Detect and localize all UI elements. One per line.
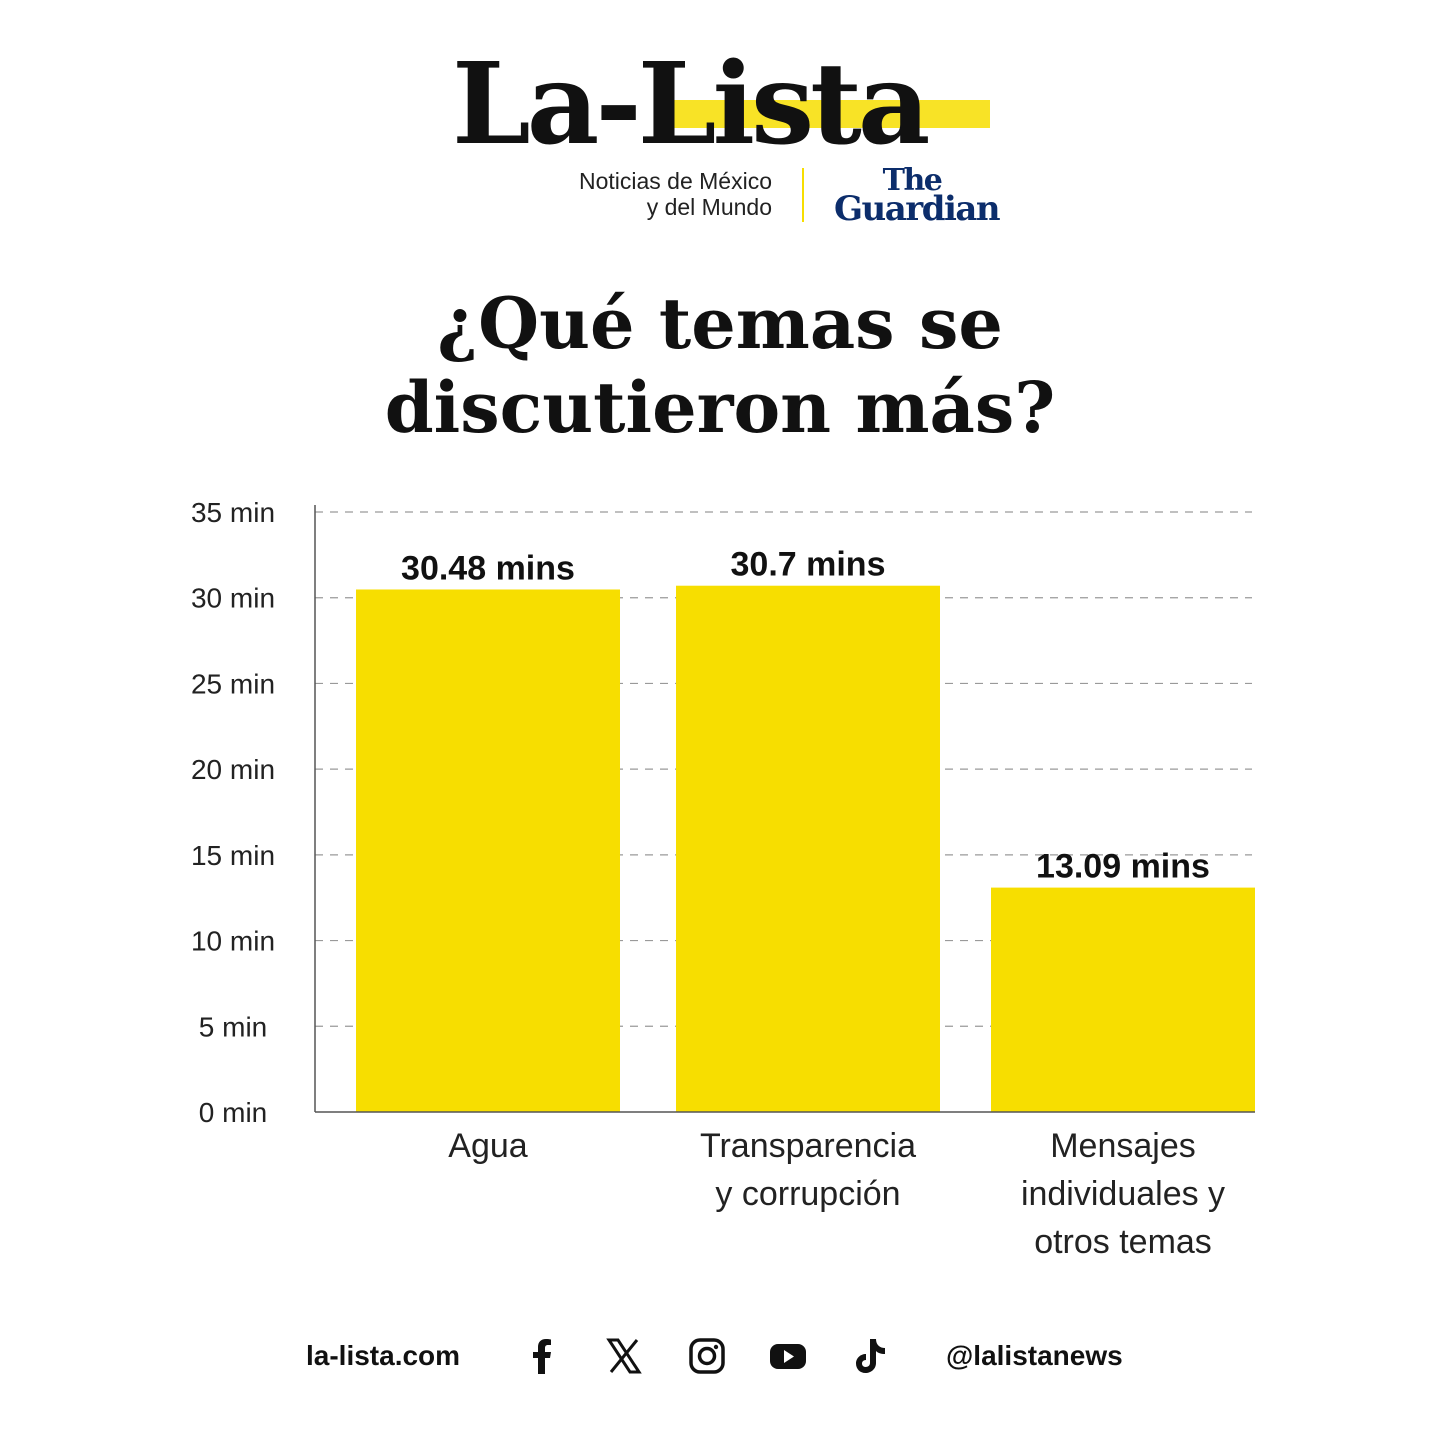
bar — [676, 585, 940, 1112]
y-tick-label: 25 min — [191, 668, 275, 699]
tiktok-icon[interactable] — [851, 1336, 891, 1376]
tagline-line1: Noticias de México — [578, 168, 772, 194]
footer: la-lista.com @lalistanews — [0, 1330, 1440, 1390]
x-tick-label: Transparencia — [700, 1127, 916, 1165]
y-tick-label: 15 min — [191, 840, 275, 871]
x-tick-label: otros temas — [1034, 1223, 1212, 1261]
x-tick-label: Mensajes — [1050, 1127, 1196, 1165]
y-tick-label: 5 min — [199, 1011, 267, 1042]
x-tick-label: y corrupción — [715, 1175, 900, 1213]
x-tick-label: Agua — [448, 1127, 527, 1165]
title-line1: ¿Qué temas se — [437, 282, 1003, 365]
tagline: Noticias de México y del Mundo — [579, 168, 772, 220]
y-tick-label: 30 min — [191, 583, 275, 614]
x-icon[interactable] — [604, 1336, 644, 1376]
tagline-line2: y del Mundo — [646, 194, 772, 220]
y-tick-label: 10 min — [191, 926, 275, 957]
title-line2: discutieron más? — [384, 366, 1056, 449]
social-handle[interactable]: @lalistanews — [946, 1340, 1123, 1371]
site-link[interactable]: la-lista.com — [306, 1340, 461, 1371]
bar — [991, 887, 1255, 1112]
youtube-icon[interactable] — [768, 1336, 808, 1376]
guardian-logo: The Guardian — [834, 163, 1001, 229]
data-label: 13.09 mins — [1036, 848, 1210, 886]
facebook-icon[interactable] — [522, 1336, 562, 1376]
logo-highlight — [664, 100, 990, 128]
logo-separator — [802, 168, 804, 222]
data-label: 30.48 mins — [401, 549, 575, 587]
header: La-Lista Noticias de México y del Mundo … — [0, 40, 1440, 240]
x-tick-label: individuales y — [1021, 1175, 1225, 1213]
y-tick-label: 35 min — [191, 497, 275, 528]
instagram-icon[interactable] — [687, 1336, 727, 1376]
bar — [356, 589, 620, 1112]
data-label: 30.7 mins — [731, 546, 886, 584]
y-tick-label: 20 min — [191, 754, 275, 785]
la-lista-logo: La-Lista — [452, 40, 992, 170]
y-tick-label: 0 min — [199, 1097, 267, 1128]
page-title: ¿Qué temas se discutieron más? — [0, 282, 1440, 450]
